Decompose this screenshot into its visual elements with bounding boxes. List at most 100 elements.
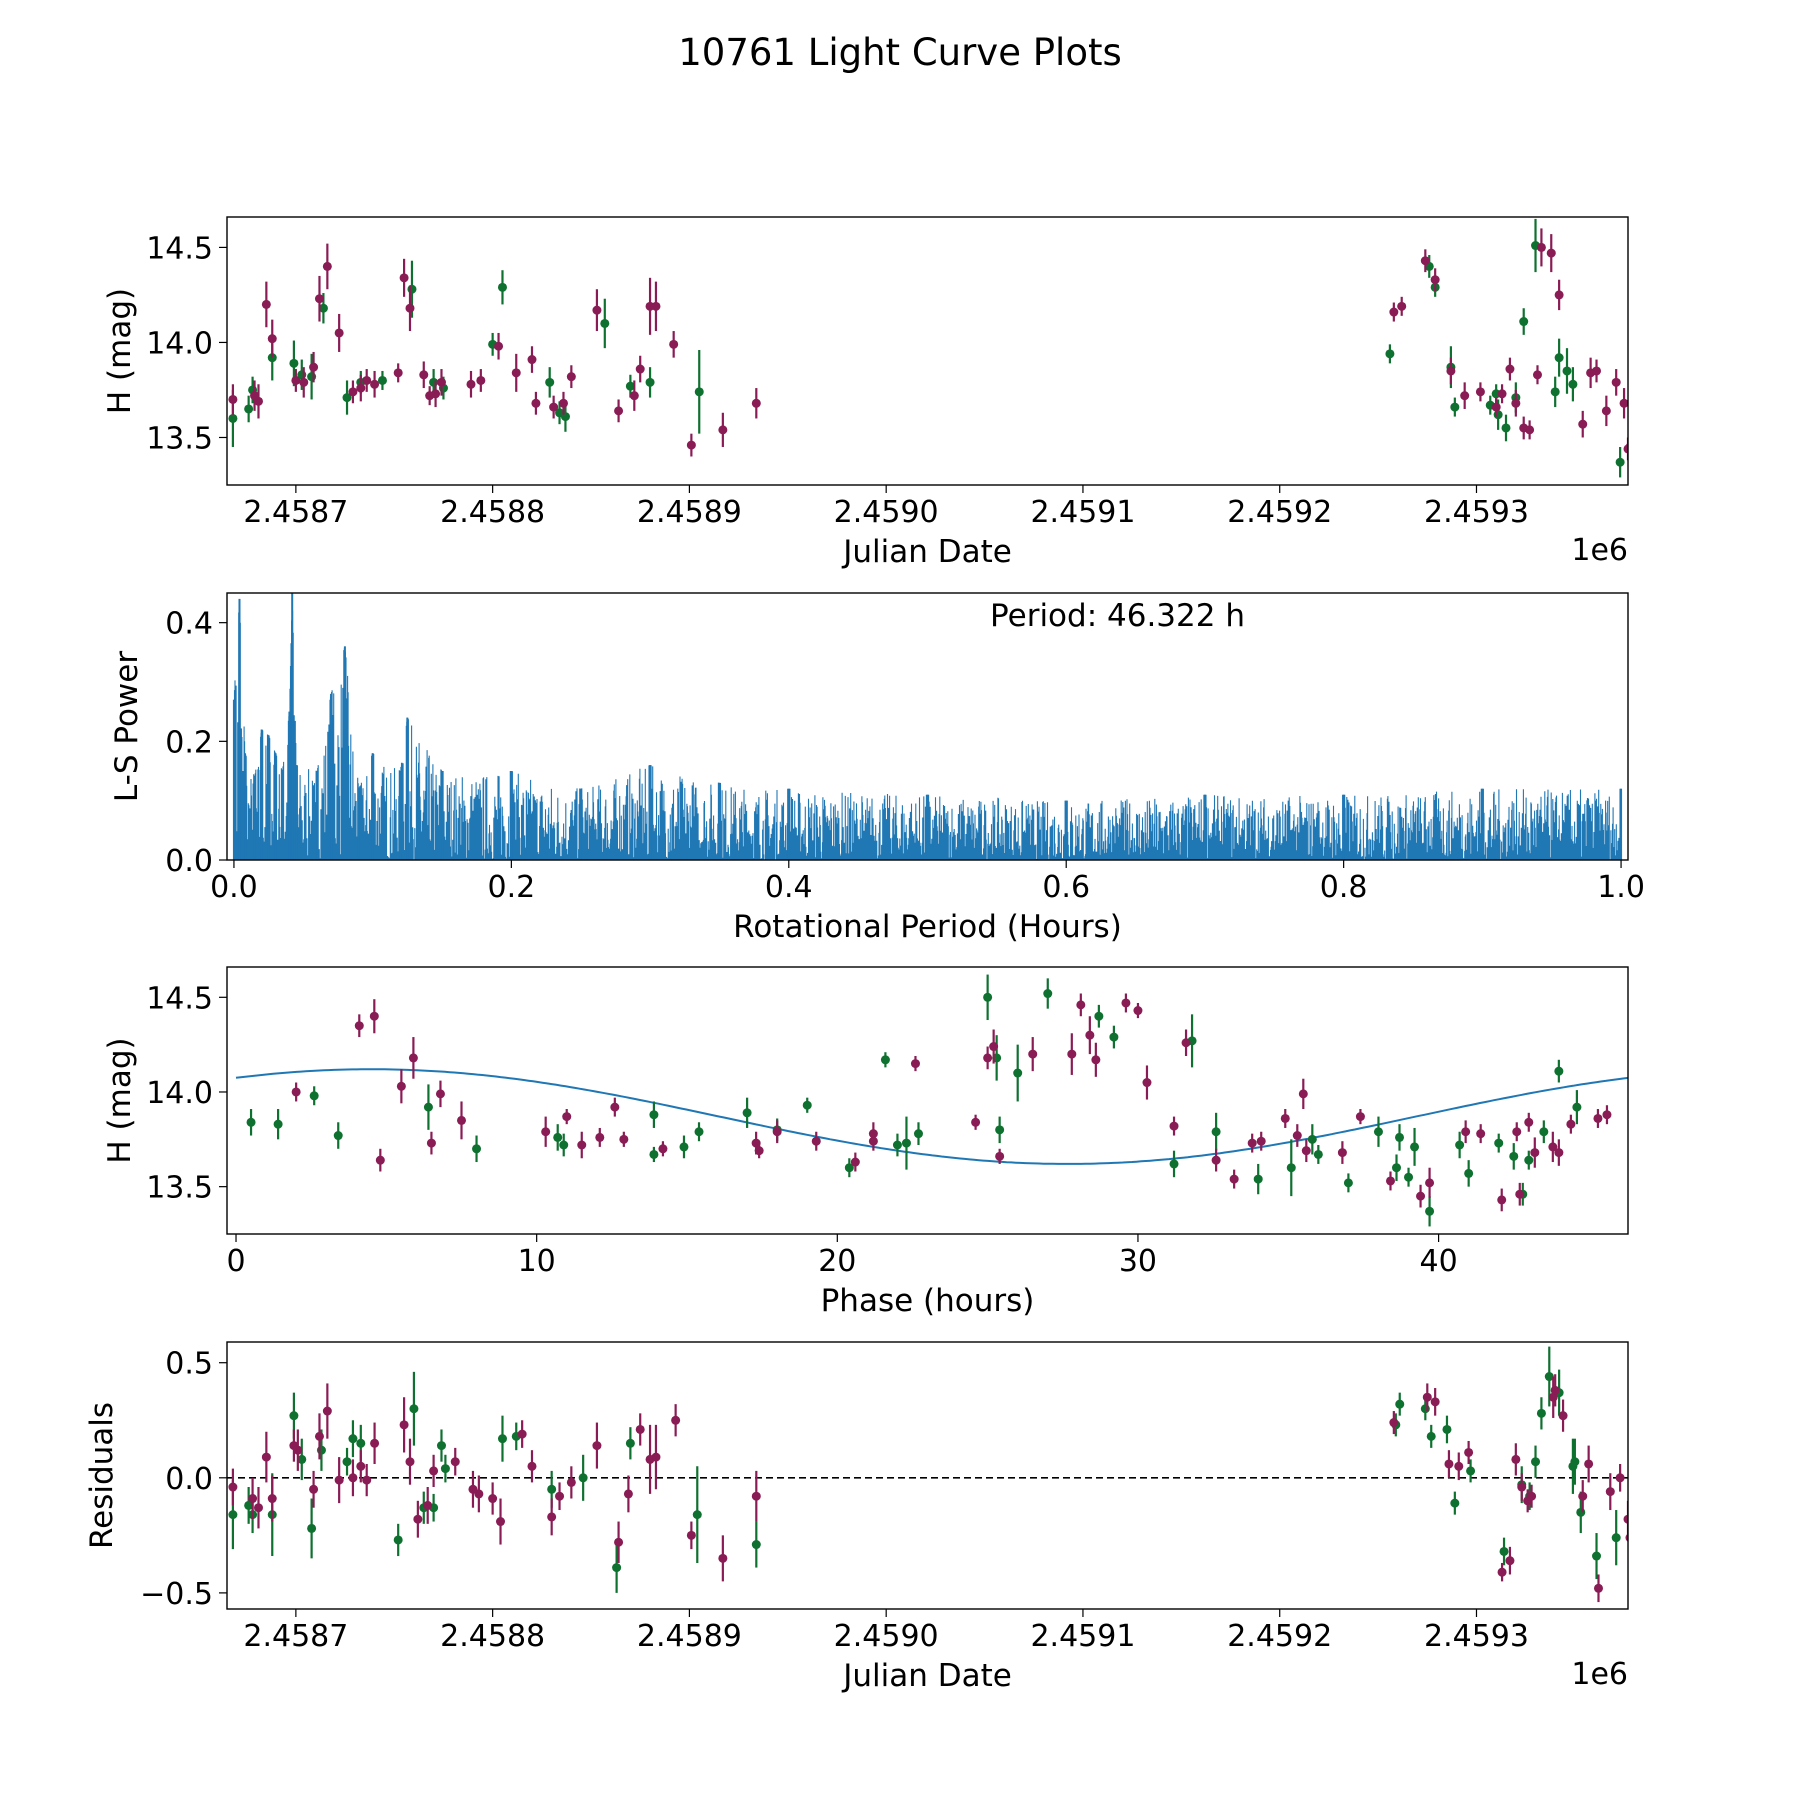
data-point-r [494,341,504,351]
data-point-r [1558,1411,1568,1421]
x-tick-label: 0.4 [765,870,813,905]
data-point-g [578,1473,588,1483]
data-point-r [1615,1473,1625,1483]
figure-title: 10761 Light Curve Plots [678,31,1122,74]
data-point-r [1625,1533,1628,1542]
data-point-r [850,1157,860,1167]
data-point-r [635,1424,645,1434]
data-point-g [356,1438,366,1448]
data-point-g [1570,1457,1580,1467]
data-point-g [273,1119,283,1129]
data-point-r [1475,387,1485,397]
data-point-r [1505,364,1515,374]
data-point-r [541,1127,551,1137]
data-point-g [1442,1424,1452,1434]
data-point-r [408,1053,418,1063]
x-tick-label: 0.8 [1320,870,1368,905]
x-tick-label: 2.4593 [1424,1619,1529,1654]
data-point-g [1286,1163,1296,1173]
data-point-g [316,1445,326,1455]
data-point-r [651,301,661,311]
data-point-g [694,387,704,397]
y-axis-label: H (mag) [102,288,138,414]
data-point-r [314,294,324,304]
data-point-g [802,1100,812,1110]
data-point-g [649,1110,659,1120]
x-tick-label: 2.4592 [1227,1619,1332,1654]
data-point-r [1527,1491,1537,1501]
data-point-r [261,1452,271,1462]
data-point-r [558,398,568,408]
data-point-r [393,368,403,378]
data-point-g [901,1138,911,1148]
data-point-g [1615,457,1625,467]
axes-frame [226,216,1629,486]
data-point-r [658,1144,668,1154]
data-point-r [1416,1191,1426,1201]
data-point-r [1133,1006,1143,1016]
x-tick-label: 0.0 [210,870,258,905]
plot-panels: 2.4587 2.4588 2.4589 2.4590 2.4591 2.4592 2.45… [84,216,1645,1694]
data-point-r [1601,406,1611,416]
data-point-g [612,1563,622,1573]
data-point-r [1512,1127,1522,1137]
data-point-r [405,1457,415,1467]
data-point-r [868,1136,878,1146]
x-tick-label: 2.4587 [243,1619,348,1654]
data-point-g [289,1411,299,1421]
data-point-g [348,1434,358,1444]
data-point-g [1524,1155,1534,1165]
data-point-g [1592,1551,1602,1561]
data-point-g [1550,387,1560,397]
fit-curve [235,1068,1628,1165]
x-tick-label: 2.4593 [1424,495,1529,530]
axes-frame [226,1341,1629,1610]
data-point-r [1605,1487,1615,1497]
data-point-g [1539,1127,1549,1137]
data-point-r [1550,1385,1560,1395]
data-point-r [1181,1038,1191,1048]
data-point-g [1253,1174,1263,1184]
data-point-g [1094,1011,1104,1021]
data-point-g [913,1129,923,1139]
data-point-r [718,425,728,435]
data-point-r [1389,1418,1399,1428]
series-r [291,993,1612,1212]
data-point-r [1292,1131,1302,1141]
data-point-r [1530,1148,1540,1158]
data-point-r [362,375,372,385]
data-point-r [531,398,541,408]
data-point-r [356,1461,366,1471]
data-point-r [1211,1155,1221,1165]
data-point-r [293,1445,303,1455]
x-offset-label: 1e6 [1571,1657,1628,1692]
panel-residuals: 2.4587 2.4588 2.4589 2.4590 2.4591 2.4592 2.45… [84,1341,1629,1694]
data-point-r [555,1491,565,1501]
data-point-r [1444,1459,1454,1469]
data-point-g [1373,1127,1383,1137]
panel-julian-date-light-curve: 2.4587 2.4588 2.4589 2.4590 2.4591 2.4592 2.45… [102,216,1629,570]
y-axis-label: H (mag) [102,1037,138,1163]
data-point-r [496,1517,506,1527]
data-point-r [751,1491,761,1501]
data-point-r [1511,398,1521,408]
data-point-r [1385,1176,1395,1186]
data-point-r [1497,389,1507,399]
data-point-r [1337,1148,1347,1158]
data-point-g [625,381,635,391]
data-point-r [566,372,576,382]
data-point-g [1572,1102,1582,1112]
data-point-g [1499,1546,1509,1556]
data-point-g [244,404,254,414]
data-point-r [1121,998,1131,1008]
data-point-g [1519,317,1529,327]
data-point-g [423,1102,433,1112]
data-point-r [1491,402,1501,412]
data-point-r [1532,370,1542,380]
series-r [228,1374,1628,1603]
data-point-r [619,1134,629,1144]
x-tick-label: 20 [818,1244,856,1279]
data-point-r [1602,1110,1612,1120]
data-point-r [435,1089,445,1099]
